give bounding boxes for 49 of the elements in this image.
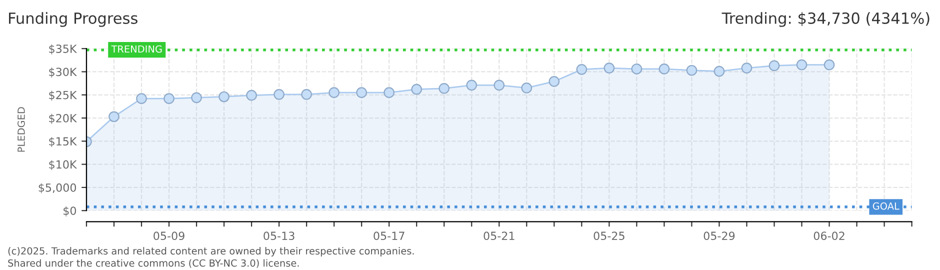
y-axis-title: PLEDGED xyxy=(18,107,25,152)
point xyxy=(658,64,670,74)
x-tick-label: 05-25 xyxy=(594,232,624,240)
y-tick-label: $20K xyxy=(49,114,77,124)
point xyxy=(274,89,284,100)
x-tick-label: 05-17 xyxy=(374,232,404,240)
point xyxy=(494,80,505,91)
point xyxy=(576,64,588,75)
point xyxy=(411,84,422,95)
point xyxy=(384,87,395,98)
point xyxy=(301,89,312,100)
point xyxy=(686,64,698,76)
point xyxy=(246,90,257,101)
y-tick-label: $25K xyxy=(49,90,77,101)
chart-title: Funding Progress xyxy=(9,12,138,27)
point xyxy=(741,62,752,74)
point xyxy=(521,82,532,94)
point xyxy=(631,64,642,74)
point xyxy=(768,60,780,72)
point xyxy=(604,62,615,74)
y-tick-label: $5,000 xyxy=(38,183,76,194)
point xyxy=(218,91,230,102)
point xyxy=(714,66,725,77)
y-tick-label: $10K xyxy=(49,160,77,170)
ref-line-label: TRENDING xyxy=(111,45,162,53)
point xyxy=(191,92,202,104)
point xyxy=(164,93,174,104)
x-tick-label: 05-29 xyxy=(704,232,735,240)
x-tick-label: 05-09 xyxy=(154,232,184,240)
point xyxy=(796,59,808,70)
y-tick-label: $15K xyxy=(49,136,77,148)
point xyxy=(328,87,340,98)
text: (c)2025. Trademarks and related content are owned by their respective companies. xyxy=(8,247,414,256)
point xyxy=(136,93,147,104)
point xyxy=(824,59,835,70)
y-tick-label: $30K xyxy=(49,68,77,78)
y-tick-label: $35K xyxy=(49,44,77,54)
point xyxy=(466,80,478,91)
x-tick-label: 05-21 xyxy=(484,232,514,240)
text: Shared under the creative commons (CC BY-NC 3.0) license. xyxy=(8,259,299,268)
chart-subtitle: Trending: $34,730 (4341%) xyxy=(722,12,930,27)
x-tick-label: 05-13 xyxy=(264,232,294,240)
point xyxy=(356,87,367,98)
point xyxy=(108,111,120,122)
ref-line-label: GOAL xyxy=(872,202,900,210)
point xyxy=(438,82,450,94)
y-tick-label: $0 xyxy=(64,206,76,216)
point xyxy=(548,76,560,87)
x-tick-label: 06-02 xyxy=(814,232,844,240)
